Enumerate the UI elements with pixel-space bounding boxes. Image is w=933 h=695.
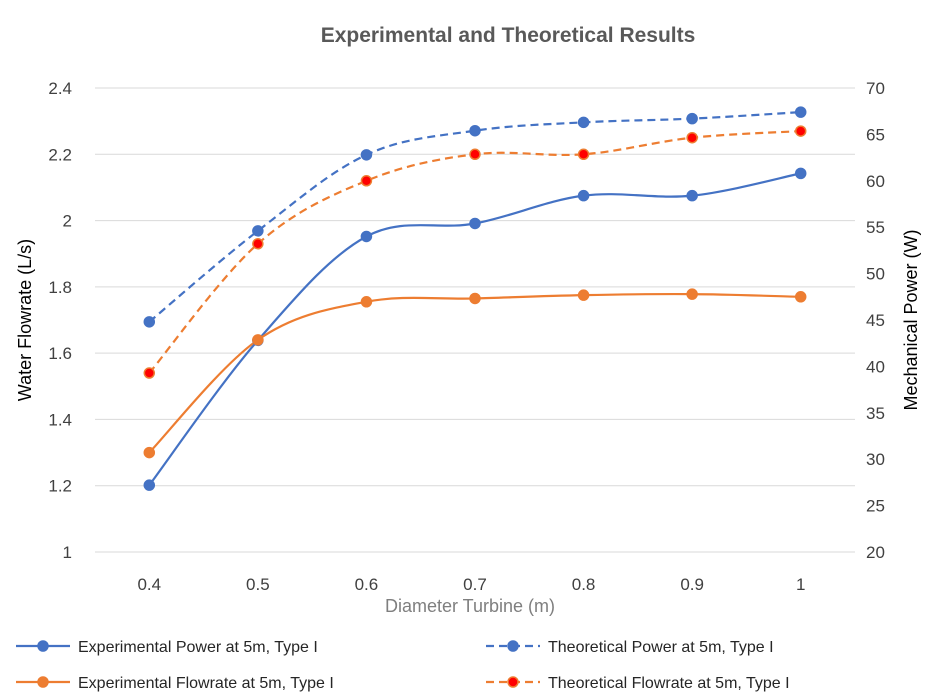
legend-marker-theoretical-power-at-5m-type-i [507,640,519,652]
data-point-experimental-power-at-5m-type-i [686,189,698,202]
y-tick-label: 2.2 [48,145,72,164]
y-tick-label: 2 [63,212,72,231]
data-point-theoretical-power-at-5m-type-i [143,316,156,328]
x-axis-label: Diameter Turbine (m) [385,596,555,616]
y-axis-left-ticks: 1 1.2 1.4 1.6 1.8 2 2.2 2.4 [48,79,72,562]
legend-marker-experimental-flowrate-at-5m-type-i [37,676,49,688]
data-point-theoretical-flowrate-at-5m-type-i [577,148,590,161]
y-axis-left-label: Water Flowrate (L/s) [15,239,35,401]
data-point-experimental-flowrate-at-5m-type-i [469,292,481,305]
y2-tick-label: 40 [866,357,885,376]
data-point-theoretical-power-at-5m-type-i [469,124,481,137]
data-point-theoretical-power-at-5m-type-i [577,116,590,129]
y2-tick-label: 45 [866,311,885,330]
y2-tick-label: 55 [866,218,885,237]
data-point-experimental-power-at-5m-type-i [469,217,481,230]
y2-tick-label: 35 [866,404,885,423]
data-point-experimental-flowrate-at-5m-type-i [360,296,373,308]
legend-label-experimental-power-at-5m-type-i: Experimental Power at 5m, Type I [78,639,318,656]
legend-label-theoretical-flowrate-at-5m-type-i: Theoretical Flowrate at 5m, Type I [548,675,790,692]
series-line-theoretical-power-at-5m-type-i [148,111,801,323]
data-point-theoretical-power-at-5m-type-i [252,225,264,237]
legend-label-experimental-flowrate-at-5m-type-i: Experimental Flowrate at 5m, Type I [78,675,334,692]
y-tick-label: 2.4 [48,79,72,98]
chart-title: Experimental and Theoretical Results [321,24,696,47]
legend-label-theoretical-power-at-5m-type-i: Theoretical Power at 5m, Type I [548,639,774,656]
data-point-experimental-power-at-5m-type-i [577,189,590,202]
y2-tick-label: 60 [866,172,885,191]
data-point-experimental-flowrate-at-5m-type-i [577,289,590,301]
data-point-theoretical-flowrate-at-5m-type-i [469,148,481,161]
x-tick-label: 1 [796,575,805,594]
data-point-experimental-power-at-5m-type-i [360,230,373,243]
x-axis-ticks: 0.4 0.5 0.6 0.7 0.8 0.9 1 [137,575,805,594]
y-tick-label: 1.6 [48,344,72,363]
y-axis-right-label: Mechanical Power (W) [901,229,921,410]
y2-tick-label: 30 [866,450,885,469]
y2-tick-label: 50 [866,265,885,284]
x-tick-label: 0.6 [355,575,379,594]
data-point-theoretical-power-at-5m-type-i [686,112,698,125]
legend-marker-theoretical-flowrate-at-5m-type-i [507,676,519,688]
data-point-experimental-flowrate-at-5m-type-i [143,446,156,459]
x-tick-label: 0.9 [680,575,704,594]
y-tick-label: 1.8 [48,278,72,297]
y2-tick-label: 25 [866,497,885,516]
data-point-experimental-flowrate-at-5m-type-i [794,291,807,303]
y2-tick-label: 70 [866,79,885,98]
data-point-experimental-flowrate-at-5m-type-i [686,288,698,300]
series-line-experimental-flowrate-at-5m-type-i [148,292,801,454]
data-point-theoretical-flowrate-at-5m-type-i [252,238,264,250]
y-tick-label: 1.2 [48,477,72,496]
data-point-theoretical-flowrate-at-5m-type-i [686,131,698,144]
data-point-theoretical-flowrate-at-5m-type-i [794,125,807,137]
legend-marker-experimental-power-at-5m-type-i [37,640,49,652]
x-tick-label: 0.4 [137,575,161,594]
data-point-theoretical-flowrate-at-5m-type-i [143,367,156,379]
data-point-experimental-power-at-5m-type-i [794,167,807,180]
y2-tick-label: 20 [866,543,885,562]
data-point-theoretical-power-at-5m-type-i [360,149,373,161]
x-tick-label: 0.7 [463,575,487,594]
data-point-theoretical-flowrate-at-5m-type-i [360,175,373,187]
y-tick-label: 1 [63,543,72,562]
legend: Experimental Power at 5m, Type I Theoreti… [16,639,790,692]
series-markers [143,106,807,491]
data-point-experimental-power-at-5m-type-i [143,479,156,491]
data-point-experimental-flowrate-at-5m-type-i [252,334,264,346]
x-tick-label: 0.8 [572,575,596,594]
y-tick-label: 1.4 [48,410,72,429]
y2-tick-label: 65 [866,125,885,144]
y-axis-right-ticks: 20 25 30 35 40 45 50 55 60 65 70 [866,79,885,562]
data-point-theoretical-power-at-5m-type-i [794,106,807,118]
x-tick-label: 0.5 [246,575,270,594]
series-line-theoretical-flowrate-at-5m-type-i [148,129,801,374]
